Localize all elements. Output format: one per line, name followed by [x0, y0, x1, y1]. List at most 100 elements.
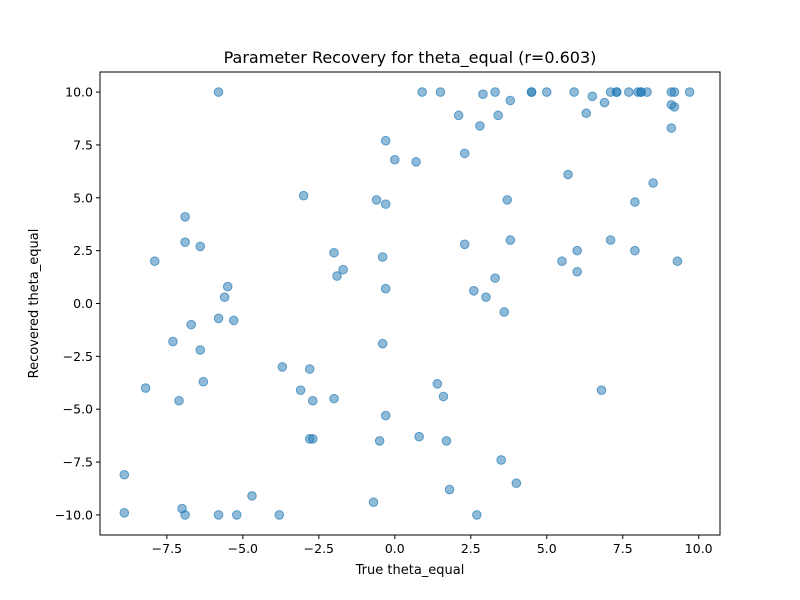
data-point	[307, 434, 318, 444]
data-point	[119, 469, 130, 480]
data-point	[611, 87, 622, 97]
data-point	[669, 102, 680, 112]
data-point	[478, 89, 488, 99]
data-point	[414, 431, 424, 442]
y-tick-label: −7.5	[63, 455, 93, 470]
data-point	[475, 121, 485, 131]
y-tick-label: 10.0	[65, 85, 93, 100]
data-point	[490, 87, 500, 97]
data-point	[374, 436, 385, 446]
data-point	[624, 87, 634, 97]
data-point	[642, 87, 652, 97]
data-point	[180, 510, 190, 520]
data-point	[572, 266, 582, 277]
data-point	[472, 510, 482, 520]
data-point	[274, 510, 285, 520]
data-point	[502, 195, 513, 205]
data-point	[441, 436, 452, 446]
data-point	[168, 336, 178, 347]
data-point	[469, 286, 479, 296]
data-point	[149, 256, 160, 267]
data-point	[228, 315, 239, 326]
data-point	[329, 247, 339, 258]
data-point	[417, 87, 427, 97]
data-point	[459, 148, 470, 159]
data-point	[587, 91, 598, 102]
y-tick-label: 5.0	[73, 190, 93, 205]
data-point	[505, 235, 516, 245]
data-point	[411, 157, 421, 167]
data-point	[329, 393, 339, 404]
data-point	[198, 376, 209, 387]
data-point	[563, 169, 573, 180]
y-axis-ticks: −10.0 −7.5 −5.0 −2.5 0.0 2.5 5.0 7.5 10.0	[55, 85, 100, 522]
y-axis-label: Recovered theta_equal	[27, 229, 42, 379]
data-point	[581, 108, 592, 119]
data-point	[684, 87, 695, 97]
data-point	[368, 497, 379, 508]
data-point	[596, 385, 607, 395]
data-point	[630, 245, 640, 256]
x-axis-ticks: −7.5 −5.0 −2.5 0.0 2.5 5.0 7.5 10.0	[152, 535, 713, 556]
data-point	[377, 252, 388, 262]
data-points	[119, 87, 695, 520]
data-point	[453, 110, 464, 121]
x-tick-label: −5.0	[228, 541, 258, 556]
data-point	[505, 95, 516, 106]
x-tick-label: −2.5	[304, 541, 334, 556]
data-point	[213, 87, 224, 97]
x-tick-label: 2.5	[461, 541, 481, 556]
data-point	[432, 379, 443, 389]
data-point	[371, 195, 382, 205]
data-point	[481, 292, 491, 302]
data-point	[338, 264, 348, 275]
data-point	[174, 395, 184, 406]
data-point	[380, 199, 391, 209]
x-tick-label: 0.0	[385, 541, 405, 556]
chart-title: Parameter Recovery for theta_equal (r=0.…	[224, 48, 597, 68]
data-point	[511, 478, 522, 489]
data-point	[541, 87, 552, 97]
data-point	[666, 123, 677, 133]
data-point	[213, 313, 224, 324]
data-point	[599, 97, 610, 108]
data-point	[180, 237, 190, 247]
data-point	[307, 395, 318, 406]
data-point	[496, 455, 506, 465]
x-tick-label: 5.0	[537, 541, 557, 556]
data-point	[648, 178, 658, 188]
data-point	[569, 87, 579, 97]
data-point	[438, 391, 449, 402]
data-point	[557, 256, 567, 267]
data-point	[444, 484, 455, 495]
data-point	[219, 292, 230, 302]
data-point	[435, 87, 446, 97]
data-point	[526, 87, 537, 97]
data-point	[380, 283, 391, 294]
data-point	[140, 383, 151, 393]
y-tick-label: 0.0	[73, 296, 93, 311]
y-tick-label: −2.5	[63, 349, 93, 364]
data-point	[459, 239, 470, 250]
data-point	[380, 410, 391, 421]
data-point	[195, 241, 206, 252]
x-tick-label: 7.5	[613, 541, 633, 556]
data-point	[490, 273, 500, 283]
data-point	[222, 281, 233, 292]
y-tick-label: 2.5	[73, 243, 93, 258]
data-point	[195, 345, 206, 355]
data-point	[186, 319, 196, 330]
data-point	[499, 307, 510, 317]
data-point	[572, 245, 582, 256]
y-tick-label: 7.5	[73, 137, 93, 152]
x-tick-label: −7.5	[152, 541, 182, 556]
y-tick-label: −10.0	[55, 507, 93, 522]
y-tick-label: −5.0	[63, 402, 93, 417]
data-point	[295, 385, 306, 395]
data-point	[180, 212, 190, 222]
data-point	[390, 154, 400, 165]
data-point	[332, 271, 342, 281]
data-point	[669, 87, 680, 97]
